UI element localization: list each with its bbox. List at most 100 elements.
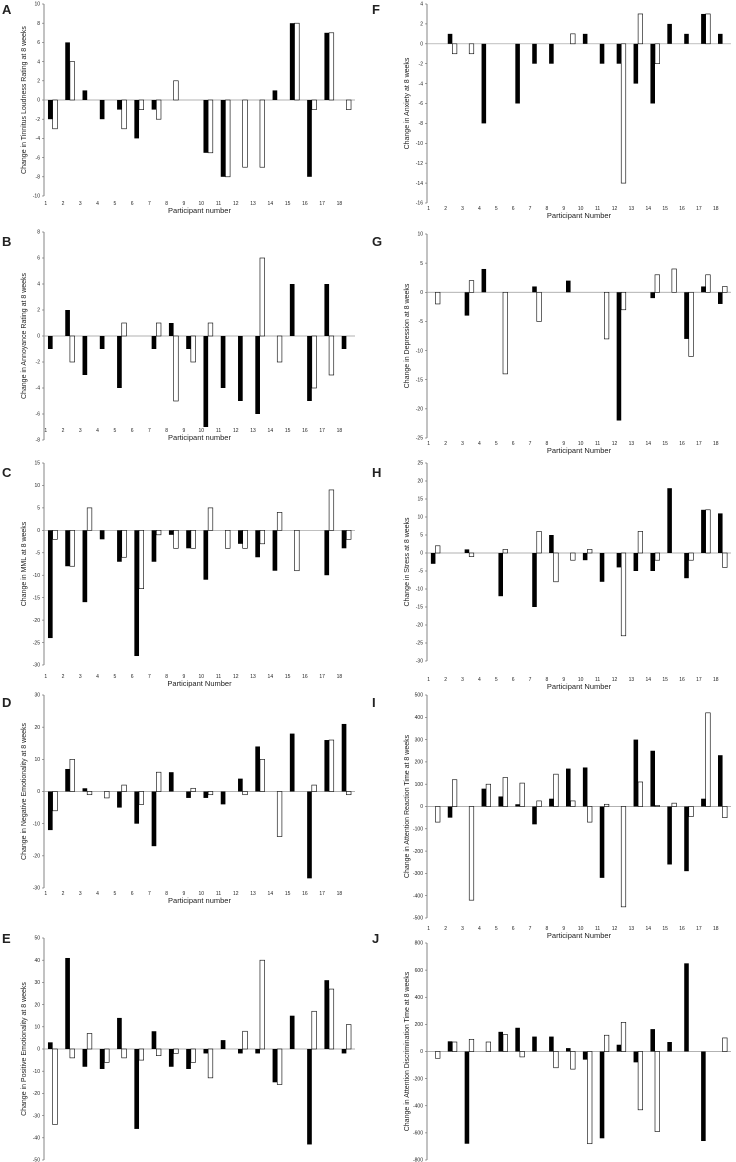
- bar-series-1: [341, 336, 347, 349]
- panel-letter: A: [2, 2, 12, 17]
- y-tick-label: -2: [36, 117, 41, 123]
- bar-series-2: [173, 335, 179, 402]
- x-tick-label: 6: [512, 926, 515, 932]
- x-tick-label: 9: [562, 206, 565, 212]
- y-tick-label: 0: [37, 789, 40, 795]
- bar-series-2: [156, 1048, 162, 1056]
- bar-series-1: [186, 336, 191, 349]
- x-tick-label: 17: [696, 926, 702, 932]
- x-tick-label: 11: [595, 206, 600, 212]
- x-tick-label: 6: [131, 891, 134, 897]
- y-tick-label: -400: [413, 1103, 423, 1109]
- bar-series-1: [203, 530, 209, 580]
- bar-series-2: [519, 1051, 525, 1058]
- y-tick-label: 5: [420, 261, 423, 267]
- panel-letter: C: [2, 465, 12, 480]
- y-tick-label: -10: [33, 573, 40, 579]
- x-tick-label: 15: [285, 428, 291, 434]
- y-tick-label: -5: [419, 569, 424, 575]
- x-tick-label: 5: [495, 677, 498, 683]
- y-tick-label: 10: [34, 757, 40, 763]
- bar-series-1: [203, 336, 209, 427]
- y-tick-label: 0: [420, 290, 423, 296]
- bar-series-1: [186, 791, 191, 798]
- bar-series-2: [259, 530, 265, 545]
- bar-series-2: [242, 530, 248, 549]
- x-tick-label: 4: [478, 206, 481, 212]
- bar-series-2: [468, 552, 475, 557]
- bar-series-1: [117, 336, 122, 388]
- x-tick-label: 12: [612, 926, 618, 932]
- bar-series-2: [705, 274, 711, 293]
- bar-series-2: [138, 99, 144, 110]
- bar-series-2: [121, 99, 127, 130]
- bar-series-2: [620, 291, 627, 311]
- x-tick-label: 10: [578, 677, 584, 683]
- y-tick-label: -10: [416, 348, 423, 354]
- bar-series-1: [324, 32, 330, 100]
- bar-series-1: [650, 553, 655, 571]
- y-tick-label: -50: [33, 1158, 40, 1162]
- y-tick-label: 50: [34, 936, 40, 942]
- y-tick-label: 0: [420, 1049, 423, 1055]
- y-tick-label: -15: [416, 605, 423, 611]
- bar-series-1: [238, 778, 243, 792]
- bar-series-2: [207, 507, 214, 531]
- y-tick-label: -800: [413, 1158, 423, 1162]
- x-tick-label: 2: [444, 677, 447, 683]
- bar-series-1: [255, 530, 260, 558]
- bar-series-2: [452, 1041, 458, 1052]
- bar-series-2: [69, 335, 75, 363]
- y-tick-label: 0: [37, 334, 40, 340]
- x-tick-label: 12: [233, 428, 239, 434]
- y-tick-label: -5: [419, 319, 424, 325]
- bar-series-1: [464, 549, 470, 553]
- bar-series-1: [151, 100, 157, 110]
- x-tick-label: 14: [645, 677, 651, 683]
- x-tick-label: 17: [319, 428, 325, 434]
- x-tick-label: 10: [198, 891, 204, 897]
- bar-series-1: [616, 43, 622, 64]
- bar-series-2: [52, 99, 58, 130]
- bar-series-2: [346, 1024, 352, 1050]
- x-tick-label: 13: [250, 674, 256, 680]
- bar-series-1: [99, 100, 105, 120]
- y-tick-label: 15: [34, 461, 40, 467]
- bar-series-2: [637, 531, 643, 554]
- x-tick-label: 15: [662, 926, 668, 932]
- bar-series-2: [156, 99, 162, 120]
- y-tick-label: 600: [415, 968, 424, 974]
- bar-series-1: [238, 336, 243, 401]
- bar-series-2: [468, 280, 475, 293]
- bar-series-2: [502, 1034, 508, 1052]
- bar-series-1: [718, 292, 723, 304]
- bar-series-2: [121, 530, 127, 558]
- bar-series-1: [701, 1051, 706, 1142]
- bar-series-1: [307, 791, 312, 879]
- bar-series-2: [328, 739, 335, 792]
- bar-series-1: [255, 1049, 260, 1054]
- y-tick-label: -15: [416, 377, 423, 383]
- x-tick-label: 7: [148, 201, 151, 207]
- bar-series-1: [82, 336, 88, 375]
- bar-series-1: [47, 791, 53, 831]
- y-tick-label: -25: [33, 640, 40, 646]
- x-axis-label: Participant number: [168, 433, 231, 442]
- bar-series-1: [65, 957, 70, 1049]
- bar-series-2: [311, 784, 317, 792]
- bar-series-1: [582, 767, 588, 807]
- bar-series-2: [276, 512, 283, 531]
- x-tick-label: 15: [662, 441, 668, 447]
- bar-series-1: [582, 33, 588, 44]
- y-tick-label: -2: [36, 360, 41, 366]
- bar-series-2: [156, 771, 162, 792]
- y-tick-label: 4: [37, 282, 40, 288]
- bar-series-1: [701, 286, 706, 293]
- bar-series-2: [654, 552, 660, 561]
- x-tick-label: 8: [546, 926, 549, 932]
- bar-series-2: [452, 779, 458, 807]
- x-tick-label: 11: [595, 441, 600, 447]
- bar-series-1: [650, 292, 655, 299]
- bar-series-1: [82, 530, 88, 603]
